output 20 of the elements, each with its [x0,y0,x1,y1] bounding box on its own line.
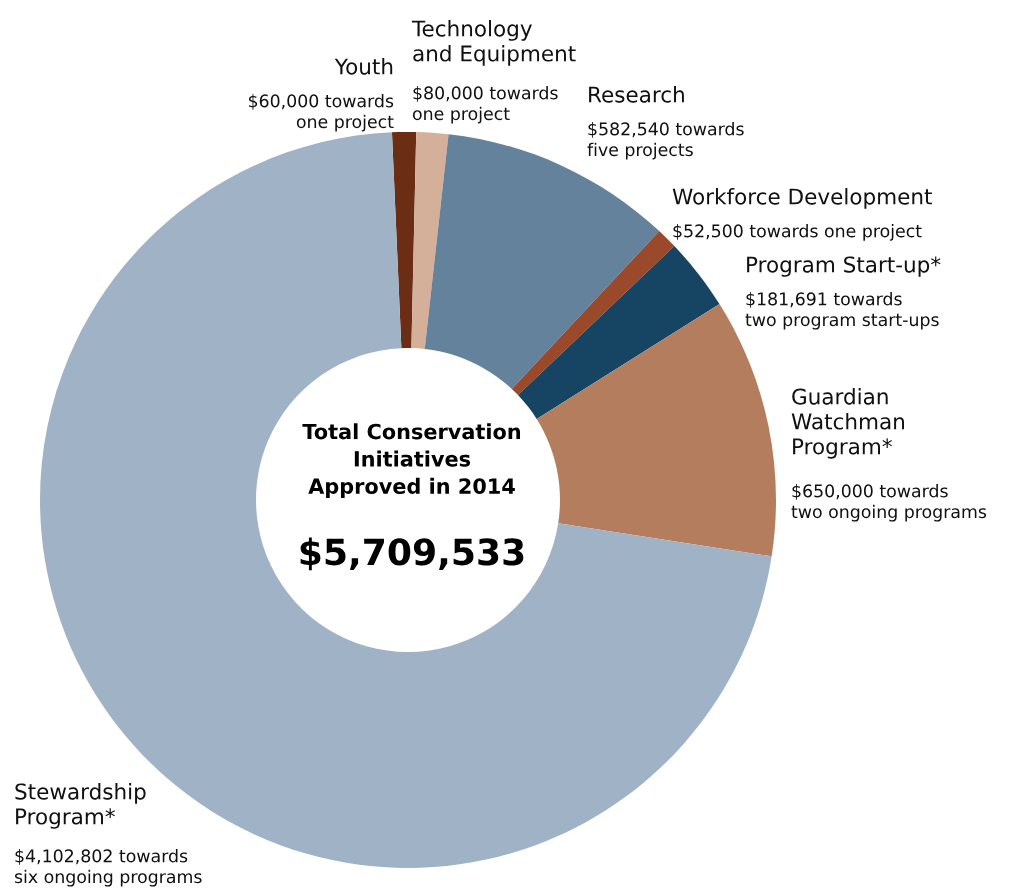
data-label: $181,691 towards two program start-ups [745,292,939,330]
slice-label: Technology and Equipment [411,20,576,66]
slice-label: Guardian Watchman Program* [791,388,905,459]
slice-label: Workforce Development [672,188,932,209]
donut-slice [518,246,720,420]
data-label: $4,102,802 towards six ongoing programs [14,849,202,887]
text: Total Conservation Initiatives Approved in 2014 [302,423,521,498]
data-label: $52,500 towards one project [673,224,922,241]
donut-slice [411,132,449,349]
slice-label: Youth [334,58,393,75]
donut-slice [511,231,675,396]
text: $5,709,533 [300,537,524,571]
donut-slice [391,132,417,349]
data-label: $80,000 towards one project [412,86,558,124]
slice-label: Program Start-up* [747,256,941,277]
data-label: $582,540 towards five projects [587,122,744,160]
slice-label: Research [589,86,684,103]
data-label: $650,000 towards two ongoing programs [791,484,987,522]
slice-label: Stewardship Program* [15,783,146,829]
data-label: $60,000 towards one project [248,94,394,132]
